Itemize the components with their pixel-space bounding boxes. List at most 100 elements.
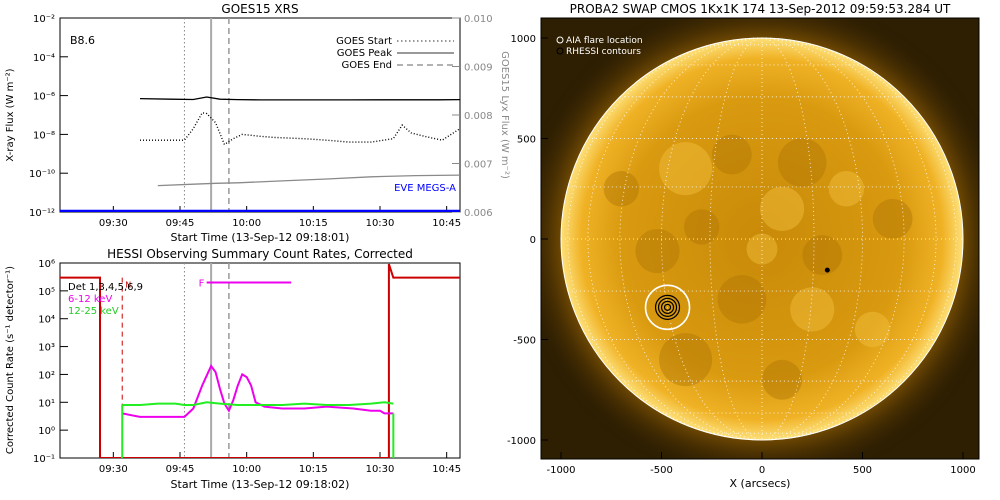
goes-y-tick-label: 10⁻¹² <box>29 208 55 219</box>
hessi-series-line-0 <box>122 364 394 418</box>
eve-label: EVE MEGS-A <box>394 183 456 194</box>
swap-x-tick-label: -1000 <box>546 465 575 476</box>
legend-aia: AIA flare location <box>566 36 643 46</box>
grid-longitude <box>661 37 763 441</box>
hessi-x-tick-label: 09:45 <box>166 464 195 475</box>
swap-x-tick-label: 1000 <box>950 465 975 476</box>
rhessi-contour <box>654 294 681 320</box>
goes-x-tick-label: 10:45 <box>432 218 461 229</box>
goes-series-line-0 <box>139 96 460 101</box>
sun-texture-blob <box>717 274 767 324</box>
goes-y2-tick-label: 0.008 <box>464 111 493 122</box>
limb-circle <box>560 37 964 441</box>
rhessi-contour <box>657 297 678 317</box>
goes-y2-tick-label: 0.006 <box>464 208 493 219</box>
legend-goes-start: GOES Start <box>336 36 392 47</box>
goes-annotation: B8.6 <box>70 34 95 47</box>
goes-marks <box>60 18 460 212</box>
goes-y-tick-label: 10⁻² <box>33 14 55 25</box>
legend-12-25kev: 12-25 keV <box>68 306 119 317</box>
hessi-y-tick-label: 10¹ <box>38 398 55 409</box>
goes-ylabel: X-ray Flux (W m⁻²) <box>5 68 16 161</box>
hessi-xlabel: Start Time (13-Sep-12 09:18:02) <box>171 478 350 491</box>
swap-y-tick-label: -1000 <box>507 436 536 447</box>
swap-title: PROBA2 SWAP CMOS 1Kx1K 174 13-Sep-2012 0… <box>570 2 951 16</box>
goes-x-tick-label: 09:30 <box>99 218 128 229</box>
sun-texture-blob <box>854 311 891 348</box>
grid-longitude <box>761 37 863 441</box>
hessi-state-line <box>60 263 460 458</box>
legend-aia-symbol <box>556 36 564 44</box>
swap-x-tick-label: 0 <box>759 465 765 476</box>
goes-x-tick-label: 10:00 <box>232 218 261 229</box>
goes-x-tick-label: 10:15 <box>299 218 328 229</box>
goes-series-line-1 <box>140 112 460 146</box>
hessi-panel: HESSI Observing Summary Count Rates, Cor… <box>5 247 461 491</box>
goes-x-tick-label: 10:30 <box>366 218 395 229</box>
goes-title: GOES15 XRS <box>221 2 298 16</box>
hessi-ylabel: Corrected Count Rate (s⁻¹ detector⁻¹) <box>5 266 16 454</box>
swap-x-tick-label: 500 <box>853 465 872 476</box>
hessi-x-tick-label: 10:00 <box>232 464 261 475</box>
rhessi-contour <box>663 303 672 311</box>
sun-texture-blob <box>802 235 843 275</box>
sun-texture-blob <box>759 186 805 231</box>
hessi-x-tick-label: 10:45 <box>432 464 461 475</box>
grid-longitude <box>587 37 763 441</box>
hessi-x-tick-label: 09:30 <box>99 464 128 475</box>
sun-texture-blob <box>659 333 713 387</box>
sun-texture-blob <box>603 171 639 207</box>
swap-y-tick-label: -500 <box>513 336 536 347</box>
sun-texture-blob <box>746 233 778 265</box>
goes-ticks: 09:30 09:45 10:00 10:15 10:30 10:45 10⁻² 10⁻⁴ 10… <box>29 14 493 229</box>
sun-texture-blob <box>790 287 835 332</box>
hessi-ticks: 09:30 09:45 10:00 10:15 10:30 10:45 10⁶ 10⁵ 10⁴ 1… <box>33 259 461 475</box>
legend-6-12kev: 6-12 keV <box>68 294 112 305</box>
grid-longitude <box>709 37 763 441</box>
sun-texture <box>603 134 913 400</box>
rhessi-contour <box>660 300 675 314</box>
legend-goes-peak: GOES Peak <box>337 48 392 59</box>
hessi-y-tick-label: 10⁻¹ <box>33 454 55 465</box>
goes-y2-tick-label: 0.007 <box>464 160 493 171</box>
hessi-y-tick-label: 10⁴ <box>38 315 55 326</box>
hessi-y-tick-label: 10³ <box>38 343 55 354</box>
sun-texture-blob <box>659 142 713 196</box>
goes-y2-tick-label: 0.009 <box>464 63 493 74</box>
swap-y-tick-label: 500 <box>517 135 536 146</box>
hessi-night-label: N <box>125 281 131 290</box>
swap-xlabel: X (arcsecs) <box>730 477 791 490</box>
grid-longitude <box>761 37 937 441</box>
legend-rhessi-symbol <box>556 47 564 55</box>
hessi-y-tick-label: 10⁵ <box>38 287 55 298</box>
small-dark-marker <box>824 267 830 273</box>
goes-x-tick-label: 09:45 <box>166 218 195 229</box>
legend-goes-end: GOES End <box>342 60 392 71</box>
hessi-series-line-1 <box>122 401 394 406</box>
flare-markers <box>644 267 830 331</box>
swap-panel: PROBA2 SWAP CMOS 1Kx1K 174 13-Sep-2012 0… <box>507 2 980 490</box>
goes-xlabel: Start Time (13-Sep-12 09:18:01) <box>171 231 350 244</box>
sun-texture-blob <box>684 209 720 245</box>
goes-series-line-2 <box>157 174 460 187</box>
aia-flare-location-circle <box>644 284 691 331</box>
goes-y-tick-label: 10⁻⁴ <box>33 53 55 64</box>
swap-y-tick-label: 1000 <box>511 34 536 45</box>
legend-rhessi: RHESSI contours <box>566 47 641 57</box>
sun-texture-blob <box>872 199 913 239</box>
hessi-y-tick-label: 10⁰ <box>38 426 55 437</box>
hessi-title: HESSI Observing Summary Count Rates, Cor… <box>107 247 413 261</box>
grid-longitude <box>761 37 815 441</box>
swap-ticks: -1000 -500 0 500 1000 1000 500 0 -500 -1000 <box>507 34 976 476</box>
goes-y-tick-label: 10⁻⁶ <box>33 92 55 103</box>
goes-panel: GOES15 XRS 09:30 09:45 10:00 10:15 10:30 10:4… <box>5 2 510 244</box>
sun-texture-blob <box>828 171 865 207</box>
hessi-x-tick-label: 10:30 <box>366 464 395 475</box>
swap-x-tick-label: -500 <box>650 465 673 476</box>
sun-texture-blob <box>762 359 802 400</box>
sun-texture-blob <box>635 228 680 274</box>
sun-texture-blob <box>777 138 827 187</box>
goes-legend: GOES Start GOES Peak GOES End <box>336 36 454 71</box>
goes-y2label: GOES15 Lyx Flux (W m⁻²) <box>499 51 510 179</box>
